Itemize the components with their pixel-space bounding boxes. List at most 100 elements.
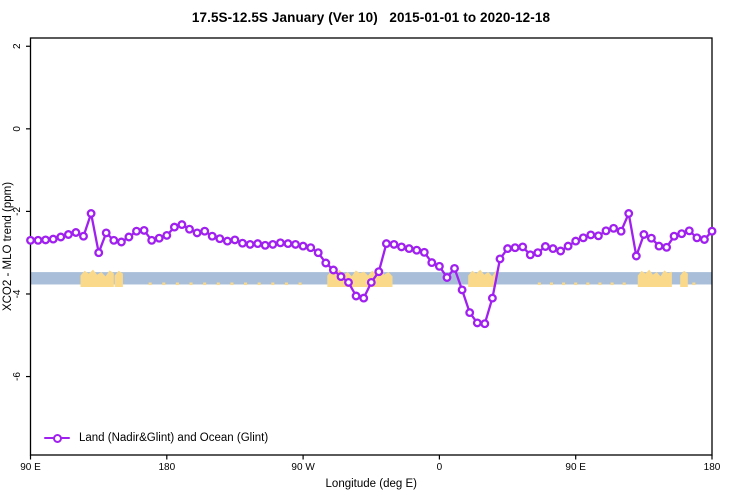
- data-point-marker: [457, 285, 467, 295]
- data-point-marker: [571, 236, 581, 246]
- data-point-marker: [495, 254, 505, 264]
- land-speck: [148, 282, 152, 286]
- land-topography-patch: [114, 270, 123, 287]
- land-speck: [284, 282, 288, 286]
- data-point-marker: [442, 273, 452, 282]
- land-speck: [162, 282, 166, 286]
- data-point-marker: [139, 225, 149, 235]
- legend-series-swatch: [44, 433, 70, 443]
- data-point-marker: [434, 261, 444, 271]
- data-point-marker: [351, 291, 361, 301]
- data-point-marker: [86, 209, 96, 218]
- data-point-marker: [26, 235, 35, 245]
- data-point-marker: [177, 220, 187, 230]
- data-point-marker: [487, 293, 497, 303]
- data-point-marker: [412, 245, 422, 255]
- data-point-marker: [79, 231, 88, 241]
- data-point-marker: [63, 230, 73, 239]
- x-axis-tick-label: 180: [704, 462, 721, 473]
- data-point-marker: [503, 244, 513, 254]
- data-point-marker: [533, 248, 543, 258]
- x-axis-tick-label: 90 E: [20, 462, 41, 473]
- data-point-marker: [253, 239, 263, 249]
- y-axis-title: XCO2 - MLO trend (ppm): [2, 182, 14, 311]
- data-point-marker: [707, 226, 717, 236]
- plot-border: [29, 37, 713, 456]
- y-axis-tick-label: -4: [12, 289, 23, 298]
- legend-series-label: Land (Nadir&Glint) and Ocean (Glint): [79, 432, 269, 444]
- y-axis-tick-label: 2: [12, 43, 23, 49]
- land-speck: [692, 282, 696, 286]
- land-speck: [257, 282, 261, 286]
- x-axis-tick-label: 90 W: [291, 462, 315, 473]
- data-point-marker: [116, 237, 126, 247]
- data-point-marker: [101, 228, 111, 238]
- data-point-marker: [238, 238, 247, 248]
- data-point-marker: [624, 209, 634, 218]
- data-point-marker: [510, 243, 520, 253]
- data-point-marker: [109, 235, 119, 245]
- data-point-marker: [48, 234, 58, 244]
- data-point-marker: [313, 248, 323, 258]
- data-point-marker: [215, 234, 225, 244]
- data-point-marker: [41, 235, 51, 245]
- data-point-marker: [616, 226, 626, 236]
- data-point-marker: [540, 242, 550, 251]
- data-point-marker: [275, 238, 285, 248]
- data-point-marker: [230, 235, 240, 245]
- chart-title: 17.5S-12.5S January (Ver 10) 2015-01-01 …: [191, 10, 551, 25]
- data-point-marker: [609, 223, 619, 233]
- data-point-marker: [427, 258, 437, 268]
- land-speck: [175, 282, 179, 286]
- data-point-marker: [132, 226, 141, 236]
- data-point-marker: [654, 241, 664, 251]
- data-point-marker: [291, 239, 300, 249]
- data-point-marker: [268, 239, 278, 249]
- data-point-marker: [283, 239, 293, 249]
- data-point-marker: [586, 230, 596, 240]
- land-speck: [216, 282, 220, 286]
- data-point-marker: [366, 277, 376, 287]
- land-speck: [549, 282, 553, 286]
- data-point-marker: [404, 244, 414, 254]
- data-point-marker: [465, 308, 475, 318]
- data-point-marker: [298, 241, 308, 251]
- data-point-marker: [669, 231, 679, 241]
- data-point-marker: [677, 229, 687, 239]
- data-point-marker: [94, 248, 104, 258]
- data-point-marker: [374, 267, 384, 277]
- land-topography-patch: [637, 269, 672, 287]
- data-point-marker: [328, 265, 338, 275]
- land-speck: [271, 282, 275, 286]
- land-topography-patch: [80, 269, 114, 287]
- data-point-marker: [192, 228, 202, 238]
- data-point-marker: [631, 251, 641, 261]
- land-speck: [298, 282, 302, 286]
- y-axis-tick-label: -2: [12, 207, 23, 216]
- land-topography-patch: [468, 269, 497, 287]
- land-speck: [610, 282, 614, 286]
- data-point-marker: [321, 258, 331, 268]
- data-point-marker: [525, 250, 535, 260]
- land-speck: [562, 282, 566, 286]
- data-point-marker: [56, 232, 66, 242]
- data-point-marker: [185, 224, 194, 234]
- data-point-marker: [381, 239, 391, 249]
- data-point-marker: [563, 241, 573, 251]
- data-point-marker: [692, 233, 702, 243]
- data-point-marker: [472, 318, 482, 328]
- data-point-marker: [556, 246, 566, 256]
- land-speck: [586, 282, 590, 286]
- land-speck: [244, 282, 248, 286]
- data-point-marker: [344, 277, 353, 287]
- land-speck: [574, 282, 578, 286]
- land-speck: [598, 282, 602, 286]
- data-point-marker: [207, 231, 217, 241]
- land-speck: [189, 282, 193, 286]
- data-point-marker: [245, 239, 255, 249]
- x-axis-tick-label: 0: [437, 462, 443, 473]
- data-point-marker: [450, 263, 459, 273]
- land-speck: [622, 282, 626, 286]
